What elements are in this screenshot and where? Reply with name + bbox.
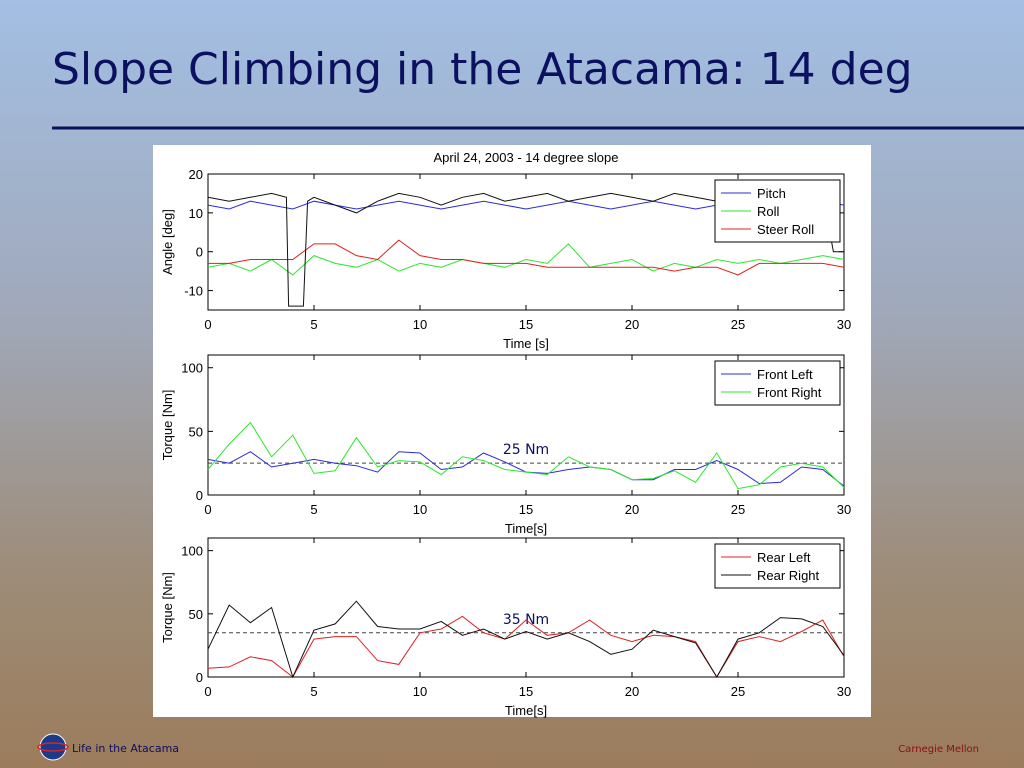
y-tick-label: 100: [181, 361, 203, 376]
y-tick-label: 50: [189, 607, 203, 622]
x-axis-label: Time[s]: [505, 703, 547, 718]
x-tick-label: 5: [310, 502, 317, 517]
legend-label: Rear Right: [757, 568, 820, 583]
x-tick-label: 10: [413, 684, 427, 699]
x-tick-label: 10: [413, 502, 427, 517]
x-tick-label: 30: [837, 684, 851, 699]
slide-title: Slope Climbing in the Atacama: 14 deg: [52, 44, 913, 95]
x-tick-label: 5: [310, 684, 317, 699]
x-tick-label: 0: [204, 684, 211, 699]
y-tick-label: 50: [189, 424, 203, 439]
series-line: [207, 421, 845, 490]
series-line: [207, 600, 845, 679]
series-line: [207, 615, 845, 678]
reference-label: 25 Nm: [503, 442, 549, 458]
x-tick-label: 20: [625, 502, 639, 517]
x-tick-label: 0: [204, 502, 211, 517]
nasa-logo: [39, 733, 67, 761]
x-tick-label: 20: [625, 684, 639, 699]
x-tick-label: 5: [310, 317, 317, 332]
legend: [714, 360, 841, 406]
legend-label: Front Left: [757, 367, 813, 382]
footer-right: Carnegie Mellon: [898, 744, 979, 755]
y-tick-label: 0: [196, 488, 203, 503]
y-tick-label: -10: [184, 284, 203, 299]
chart-title: April 24, 2003 - 14 degree slope: [433, 150, 618, 165]
x-tick-label: 30: [837, 317, 851, 332]
y-axis-label: Angle [deg]: [160, 209, 175, 275]
x-tick-label: 15: [519, 317, 533, 332]
series-line: [208, 239, 845, 276]
x-tick-label: 10: [413, 317, 427, 332]
legend-label: Roll: [757, 204, 780, 219]
y-axis-label: Torque [Nm]: [160, 390, 175, 461]
y-axis-label: Torque [Nm]: [160, 572, 175, 643]
y-tick-label: 20: [189, 167, 203, 182]
y-tick-label: 0: [196, 245, 203, 260]
legend-label: Steer Roll: [757, 222, 814, 237]
x-axis-label: Time [s]: [503, 336, 549, 351]
y-tick-label: 100: [181, 544, 203, 559]
y-tick-label: 0: [196, 670, 203, 685]
legend-label: Front Right: [757, 385, 822, 400]
nasa-logo-swoosh: [37, 742, 69, 752]
x-tick-label: 25: [731, 684, 745, 699]
x-tick-label: 25: [731, 317, 745, 332]
y-tick-label: 10: [189, 206, 203, 221]
x-tick-label: 25: [731, 502, 745, 517]
x-tick-label: 30: [837, 502, 851, 517]
x-axis-label: Time[s]: [505, 521, 547, 536]
x-tick-label: 20: [625, 317, 639, 332]
legend: [714, 543, 841, 589]
x-tick-label: 15: [519, 502, 533, 517]
legend-label: Pitch: [757, 186, 786, 201]
legend-label: Rear Left: [757, 550, 811, 565]
series-line: [207, 243, 845, 276]
footer-left: Life in the Atacama: [72, 742, 179, 755]
x-tick-label: 15: [519, 684, 533, 699]
x-tick-label: 0: [204, 317, 211, 332]
